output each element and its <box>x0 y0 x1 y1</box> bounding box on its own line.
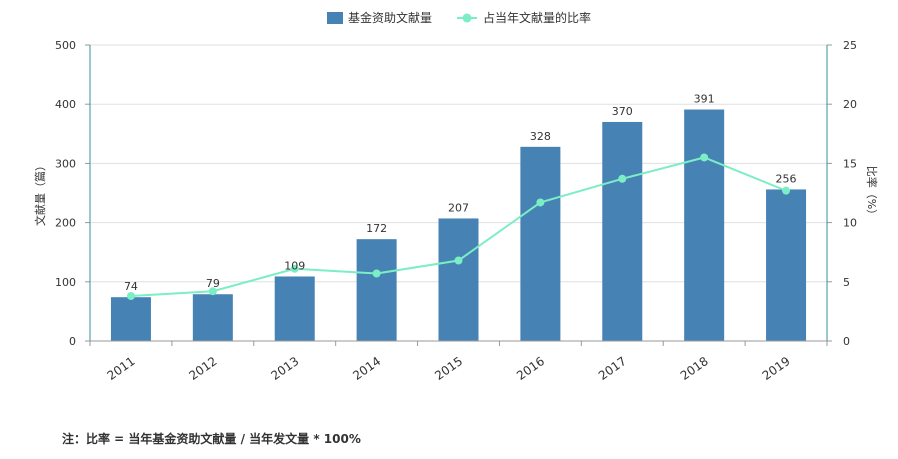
bar <box>520 146 561 341</box>
ratio-point <box>208 287 217 296</box>
ratio-point <box>126 292 135 301</box>
bar-value-label: 207 <box>448 201 469 214</box>
legend: 基金资助文献量 占当年文献量的比率 <box>327 10 591 25</box>
bar-value-label: 370 <box>612 105 633 118</box>
bar-value-label: 328 <box>530 130 551 143</box>
bar-series <box>110 109 807 342</box>
legend-line-marker <box>462 13 472 23</box>
bar <box>192 294 233 341</box>
legend-line-label: 占当年文献量的比率 <box>483 10 591 25</box>
bar <box>438 218 479 341</box>
ratio-point <box>372 269 381 278</box>
bar-value-label: 256 <box>776 172 797 185</box>
x-tick-label: 2014 <box>350 354 383 383</box>
left-tick-label: 300 <box>55 157 76 170</box>
line-series <box>126 153 791 301</box>
right-axis-title: 比率（%） <box>865 166 879 220</box>
chart-note: 注：比率 = 当年基金资助文献量 / 当年发文量 * 100% <box>62 432 361 446</box>
bar-value-label: 74 <box>124 280 138 293</box>
bar-value-label: 172 <box>366 222 387 235</box>
bar <box>110 297 151 341</box>
x-tick-label: 2018 <box>678 354 711 383</box>
right-tick-label: 5 <box>843 276 850 289</box>
right-tick-label: 10 <box>843 217 857 230</box>
ratio-point <box>290 264 299 273</box>
right-tick-label: 25 <box>843 39 857 52</box>
bar <box>356 239 397 341</box>
data-labels: 74 79 109 172 207 328 370 391 256 <box>124 93 797 294</box>
ratio-point <box>536 198 545 207</box>
bar-value-label: 109 <box>284 259 305 272</box>
x-tick-label: 2015 <box>432 354 465 383</box>
x-tick-label: 2011 <box>105 354 138 383</box>
left-tick-label: 0 <box>69 335 76 348</box>
ratio-point <box>782 186 791 195</box>
ratio-point <box>454 256 463 265</box>
x-tick-label: 2013 <box>268 354 301 383</box>
bar-value-label: 79 <box>206 277 220 290</box>
x-tick-label: 2019 <box>760 354 793 383</box>
ratio-point <box>700 153 709 162</box>
left-axis-title: 文献量（篇） <box>33 160 47 226</box>
legend-bar-label: 基金资助文献量 <box>348 10 432 25</box>
left-tick-label: 200 <box>55 217 76 230</box>
bar <box>766 189 807 341</box>
bar-value-label: 391 <box>694 93 715 106</box>
ratio-point <box>618 174 627 183</box>
bar <box>602 121 643 342</box>
x-tick-label: 2016 <box>514 354 547 383</box>
right-tick-label: 20 <box>843 98 857 111</box>
left-tick-label: 500 <box>55 39 76 52</box>
left-tick-label: 400 <box>55 98 76 111</box>
bar <box>684 109 725 341</box>
left-tick-label: 100 <box>55 276 76 289</box>
legend-bar-swatch <box>327 12 343 24</box>
bar <box>274 276 315 341</box>
x-tick-label: 2017 <box>596 354 629 383</box>
x-tick-label: 2012 <box>187 354 220 383</box>
right-tick-label: 0 <box>843 335 850 348</box>
right-tick-label: 15 <box>843 157 857 170</box>
